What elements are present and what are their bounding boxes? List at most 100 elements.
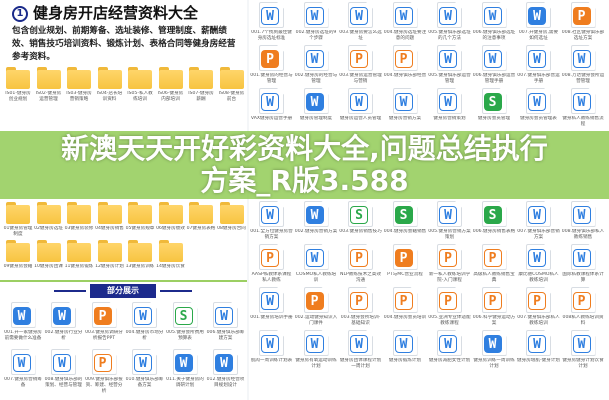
file-item[interactable]: W 健身房增肌-健身计划 xyxy=(517,330,560,370)
file-label: 06健身房绩效 xyxy=(156,226,185,231)
file-item[interactable]: P 004.健身俱乐部经营 xyxy=(384,45,427,85)
folder-item[interactable]: 13健身房训练 xyxy=(125,240,155,276)
file-item[interactable]: P 004.健身房会员培训 xyxy=(384,287,427,327)
file-item[interactable]: W 012.健身房经营项目规划设计 xyxy=(206,349,246,395)
file-item[interactable]: P 008.社区健身俱乐部选址方案 xyxy=(562,2,605,42)
folder-item[interactable]: IS06-健身房内部培训 xyxy=(156,67,186,103)
folder-item[interactable]: IS08-健身房前台 xyxy=(217,67,247,103)
file-item[interactable]: S 005.健身会所费用预算表 xyxy=(165,302,205,348)
folder-item[interactable]: 02健身房选址 xyxy=(34,202,64,238)
folder-item[interactable]: 08健身房合同 xyxy=(217,202,247,238)
folder-item[interactable]: 03健身房装修 xyxy=(64,202,94,238)
folder-item[interactable]: 11健身房锻炼 xyxy=(64,240,94,276)
file-item[interactable]: W 健身房运营人员管理 xyxy=(339,88,382,128)
file-item[interactable]: P 006.科学健身运动方案 xyxy=(473,287,516,327)
file-item[interactable]: W 健身房会员管理表 xyxy=(517,88,560,128)
file-item[interactable]: W 国际私教课程体系计算 xyxy=(562,244,605,284)
file-item[interactable]: W 肌肉一周训练计划表 xyxy=(250,330,293,370)
file-item[interactable]: W VAX健身房运营手册 xyxy=(250,88,293,128)
folder-item[interactable]: 06健身房绩效 xyxy=(156,202,186,238)
file-item[interactable]: W 006.健身俱乐部运营管理手册 xyxy=(473,45,516,85)
file-item[interactable]: P 003.健身房运营管理与营销 xyxy=(339,45,382,85)
file-item[interactable]: W 康比德COSMO私人教练培训 xyxy=(517,244,560,284)
file-item[interactable]: W 健身房减肥女性计划 xyxy=(428,330,471,370)
file-item[interactable]: W 002.健身房的经营与管理 xyxy=(295,45,338,85)
folder-item[interactable]: IS01-健身房创业规划 xyxy=(3,67,33,103)
file-item[interactable]: W 007.健身俱乐部营销方案 xyxy=(517,201,560,241)
file-item[interactable]: W 003.健身房要怎么选址 xyxy=(339,2,382,42)
file-item[interactable]: W 005.健身房营销方案策划 xyxy=(428,201,471,241)
file-item[interactable]: W 健身房训练一周训练计划 xyxy=(473,330,516,370)
file-label: COSMO私人教练培训 xyxy=(295,272,337,283)
file-item[interactable]: W 006.健身俱乐部筹建方案 xyxy=(206,302,246,348)
file-item[interactable]: W 002.健身房选址的9个步骤 xyxy=(295,2,338,42)
file-item[interactable]: W COSMO私人教练培训 xyxy=(295,244,338,284)
file-item[interactable]: P NLP教练技术之高效沟通 xyxy=(339,244,382,284)
file-item[interactable]: P 新一私人教练培训学院-入门课程 xyxy=(428,244,471,284)
file-item[interactable]: W 002.健身房营销方案 xyxy=(295,201,338,241)
word-file-icon: W xyxy=(305,249,324,267)
file-item[interactable]: P 002.运动健身知识入门课件 xyxy=(295,287,338,327)
file-item[interactable]: P 008私人教练培训资料 xyxy=(562,287,605,327)
file-item[interactable]: W 健身房有氧运动训练计划 xyxy=(295,330,338,370)
file-item[interactable]: W 008.万达健身会所运营管理 xyxy=(562,45,605,85)
file-label: 009.健身俱乐部投资、筹建、经营分析 xyxy=(85,377,123,394)
folder-item[interactable]: IS04-店长培训资料 xyxy=(95,67,125,103)
file-item[interactable]: P 003.健身房调研分析报告PPT xyxy=(84,302,124,348)
file-item[interactable]: W 008.健身俱乐部私人教练销售 xyxy=(562,201,605,241)
folder-item[interactable]: 12健身房计划 xyxy=(95,240,125,276)
file-item[interactable]: W 健身私人教练销售流程 xyxy=(562,88,605,128)
file-item[interactable]: W 健身房营销方案 xyxy=(384,88,427,128)
word-file-icon: W xyxy=(261,93,279,111)
file-item[interactable]: W 010.健身俱乐部筹备方案 xyxy=(125,349,165,395)
file-item[interactable]: W 005.健身俱乐部运营管理 xyxy=(428,45,471,85)
file-item[interactable]: W 健身房锻炼计划 xyxy=(384,330,427,370)
file-item[interactable]: W 004.健身房选址要注意的问题 xyxy=(384,2,427,42)
file-item[interactable]: W 001.全方位健身房营销方案 xyxy=(250,201,293,241)
file-item[interactable]: S 健身房会员管理 xyxy=(473,88,516,128)
file-item[interactable]: W 002.健身房行业分析 xyxy=(44,302,84,348)
document-icon: W xyxy=(481,45,507,71)
folder-item[interactable]: IS07-健身房薪酬 xyxy=(186,67,216,103)
folder-item[interactable]: 05健身房规章 xyxy=(125,202,155,238)
file-item[interactable]: P 009.健身俱乐部投资、筹建、经营分析 xyxy=(84,349,124,395)
file-item[interactable]: W 008.健身俱乐部的策划、经营与管理 xyxy=(44,349,84,395)
file-item[interactable]: S 004.健身房会籍销售 xyxy=(384,201,427,241)
file-item[interactable]: W 001.7个找到最佳健身房选址标准 xyxy=(250,2,293,42)
folder-item[interactable]: 07健身房表格 xyxy=(186,202,216,238)
folder-item[interactable]: 10健身房团课 xyxy=(34,240,64,276)
folder-item[interactable]: 09健身房会籍 xyxy=(3,240,33,276)
file-item[interactable]: P 007.健身俱乐部私人教练培训 xyxy=(517,287,560,327)
file-item[interactable]: P 高级私人教练销售宝典 xyxy=(473,244,516,284)
folder-item[interactable]: 04健身房销售 xyxy=(95,202,125,238)
folder-item[interactable]: 01健身房管理制度 xyxy=(3,202,33,238)
file-item[interactable]: W 001.健身房培训手册 xyxy=(250,287,293,327)
file-item[interactable]: P AASP私教体系课程私人教练 xyxy=(250,244,293,284)
folder-icon xyxy=(67,202,91,224)
file-item[interactable]: P PT与MC营业流程 xyxy=(384,244,427,284)
folder-item[interactable]: IS02-健身房运营管理 xyxy=(34,67,64,103)
folder-item[interactable]: 14健身房饮食 xyxy=(156,240,186,276)
file-item[interactable]: S 003.健身房销售技巧 xyxy=(339,201,382,241)
file-label: 健身房运营人员管理 xyxy=(339,116,382,121)
file-item[interactable]: W 007.健身俱乐部营运手册 xyxy=(517,45,560,85)
file-item[interactable]: W 005.健身俱乐部选址的几个方法 xyxy=(428,2,471,42)
file-item[interactable]: W 健身房营销策划 xyxy=(428,88,471,128)
file-item[interactable]: W 001.开一家健身房前需要做什么准备 xyxy=(3,302,43,348)
folder-item[interactable]: IS05-私人教练培训 xyxy=(125,67,155,103)
folder-item[interactable]: IS03-健身房营销策略 xyxy=(64,67,94,103)
file-item[interactable]: W 004.健身房市场分析 xyxy=(125,302,165,348)
file-label: 003.健身房调研分析报告PPT xyxy=(85,330,123,341)
file-item[interactable]: P 003.健身会所培训-基础知识 xyxy=(339,287,382,327)
file-item[interactable]: P 005.亚洲专业体适能教练课程 xyxy=(428,287,471,327)
file-item[interactable]: S 006.健身房销售表格 xyxy=(473,201,516,241)
file-item[interactable]: W 011.关于健身房的调研计划 xyxy=(165,349,205,395)
file-item[interactable]: W 健身房管理制度 xyxy=(295,88,338,128)
file-item[interactable]: W 006.健身俱乐部选址的注意事项 xyxy=(473,2,516,42)
file-item[interactable]: W 健身房团体课程计划一周计划 xyxy=(339,330,382,370)
file-label: 健身房团体课程计划一周计划 xyxy=(339,358,382,369)
file-item[interactable]: P 001.健身房的经营与管理 xyxy=(250,45,293,85)
file-item[interactable]: W 007.开健身房,需要如何选址 xyxy=(517,2,560,42)
file-item[interactable]: W 007.健身房营销筹备 xyxy=(3,349,43,395)
file-item[interactable]: W 健身房健身计划饮食计划 xyxy=(562,330,605,370)
